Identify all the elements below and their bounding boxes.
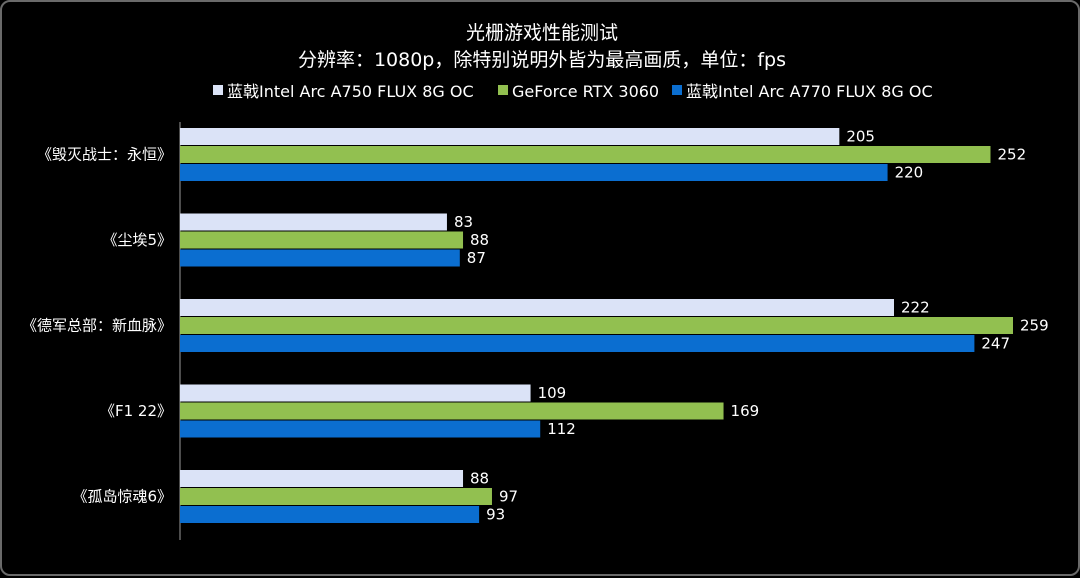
chart-subtitle: 分辨率：1080p，除特别说明外皆为最高画质，单位：fps <box>298 49 786 71</box>
data-label: 109 <box>538 384 567 402</box>
chart-title: 光栅游戏性能测试 <box>466 22 618 44</box>
bar <box>180 384 531 402</box>
data-label: 112 <box>547 420 576 438</box>
data-label: 252 <box>997 146 1026 164</box>
data-label: 88 <box>470 231 489 249</box>
data-label: 259 <box>1020 317 1049 335</box>
data-label: 83 <box>454 213 473 231</box>
data-label: 247 <box>981 335 1010 353</box>
legend-label: 蓝戟Intel Arc A750 FLUX 8G OC <box>227 82 474 101</box>
bar <box>180 470 464 487</box>
bar <box>180 488 492 505</box>
bar <box>180 146 991 163</box>
bar <box>180 128 840 145</box>
data-label: 88 <box>470 470 489 488</box>
data-label: 222 <box>901 299 930 317</box>
bar <box>180 164 888 181</box>
data-label: 93 <box>486 506 505 524</box>
category-label: 《毁灭战士：永恒》 <box>37 146 172 164</box>
legend-swatch <box>498 85 508 95</box>
category-label: 《德军总部：新血脉》 <box>22 317 172 335</box>
y-axis: 《毁灭战士：永恒》《尘埃5》《德军总部：新血脉》《F1 22》《孤岛惊魂6》 <box>22 122 181 540</box>
legend-swatch <box>672 85 682 95</box>
bar <box>180 213 447 231</box>
data-label: 169 <box>731 402 760 420</box>
data-label: 97 <box>499 488 518 506</box>
legend: 蓝戟Intel Arc A750 FLUX 8G OC GeForce RTX 3… <box>213 82 933 101</box>
data-label: 220 <box>895 164 924 182</box>
bar <box>180 506 480 523</box>
data-label: 87 <box>467 249 486 267</box>
category-label: 《孤岛惊魂6》 <box>72 488 172 506</box>
bar <box>180 420 541 438</box>
bar <box>180 249 460 267</box>
bar <box>180 335 975 352</box>
category-label: 《尘埃5》 <box>102 231 172 249</box>
legend-label: GeForce RTX 3060 <box>512 82 659 101</box>
legend-label: 蓝戟Intel Arc A770 FLUX 8G OC <box>686 82 933 101</box>
bar <box>180 299 894 316</box>
category-label: 《F1 22》 <box>100 402 172 420</box>
data-label: 205 <box>846 128 875 146</box>
bar <box>180 402 724 420</box>
legend-swatch <box>213 85 223 95</box>
bar <box>180 231 464 249</box>
bar <box>180 317 1013 334</box>
